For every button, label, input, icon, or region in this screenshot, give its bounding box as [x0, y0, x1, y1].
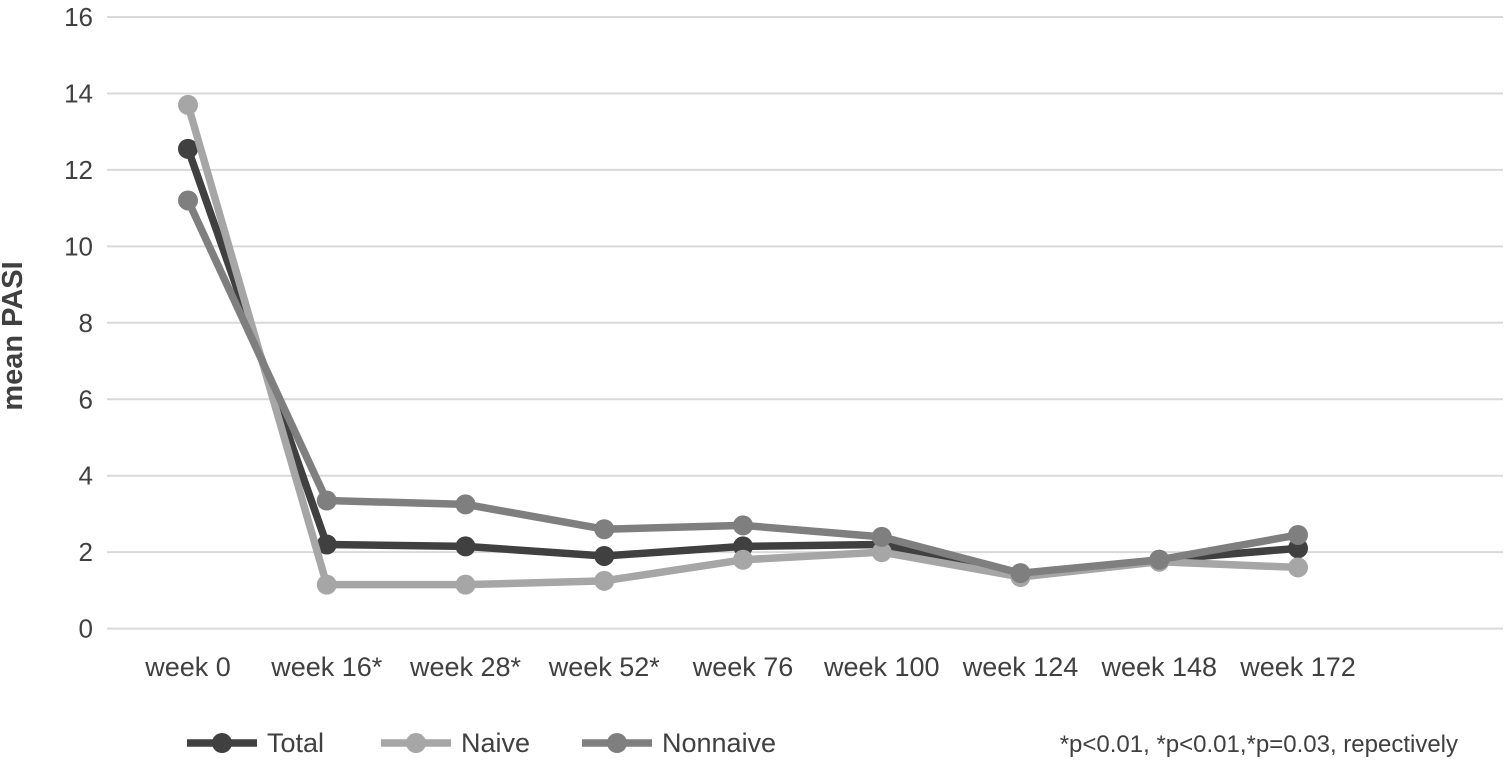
- x-axis-label: week 52*: [548, 652, 661, 682]
- data-point-total: [178, 138, 198, 159]
- legend-item-total: Total: [187, 728, 324, 758]
- data-point-naive: [1288, 557, 1308, 578]
- x-axis-label: week 124: [962, 652, 1079, 682]
- data-point-total: [316, 534, 337, 555]
- x-axis-label: week 148: [1100, 652, 1217, 682]
- data-point-nonnaive: [594, 519, 615, 540]
- data-point-nonnaive: [1010, 563, 1031, 584]
- y-tick-label: 16: [64, 2, 93, 32]
- y-tick-label: 8: [79, 308, 93, 338]
- legend-label: Nonnaive: [662, 728, 776, 758]
- legend-marker-dot: [607, 733, 627, 753]
- x-axis-label: week 16*: [270, 652, 383, 682]
- x-axis-label: week 100: [823, 652, 940, 682]
- legend-item-nonnaive: Nonnaive: [582, 728, 776, 758]
- data-point-nonnaive: [1149, 549, 1170, 570]
- data-point-naive: [316, 574, 337, 595]
- data-point-nonnaive: [1288, 524, 1308, 545]
- data-point-nonnaive: [316, 490, 337, 511]
- y-tick-label: 2: [79, 537, 93, 567]
- legend-label: Total: [267, 728, 324, 758]
- legend: Total Naive Nonnaive: [187, 728, 776, 758]
- data-point-naive: [594, 570, 615, 591]
- legend-marker-dot: [406, 733, 426, 753]
- y-tick-label: 0: [79, 614, 93, 644]
- y-tick-label: 12: [64, 155, 93, 185]
- data-point-nonnaive: [871, 526, 892, 547]
- x-axis-label: week 28*: [409, 652, 522, 682]
- x-axis-label: week 172: [1239, 652, 1356, 682]
- x-axis-label: week 0: [144, 652, 231, 682]
- data-point-naive: [455, 574, 476, 595]
- data-point-naive: [733, 549, 753, 570]
- series-line-total: [184, 145, 1302, 579]
- x-axis-label: week 76: [692, 652, 794, 682]
- y-tick-label: 6: [79, 384, 93, 414]
- legend-item-naive: Naive: [381, 728, 530, 758]
- y-axis-title: mean PASI: [0, 261, 29, 410]
- y-axis-tick-labels: 16 14 12 10 8 6 4 2 0: [64, 2, 93, 644]
- significance-note: *p<0.01, *p<0.01,*p=0.03, repectively: [1060, 731, 1458, 758]
- y-tick-label: 4: [79, 461, 93, 491]
- series-lines: [178, 94, 1308, 595]
- legend-label: Naive: [461, 728, 530, 758]
- y-tick-label: 10: [64, 231, 93, 261]
- legend-marker-dot: [212, 733, 232, 753]
- data-point-total: [594, 545, 615, 566]
- y-tick-label: 14: [64, 78, 93, 108]
- series-line-naive: [184, 101, 1302, 589]
- data-point-nonnaive: [455, 494, 476, 515]
- data-point-nonnaive: [733, 515, 753, 536]
- data-point-naive: [871, 542, 892, 563]
- gridlines: [107, 16, 1503, 630]
- data-point-total: [455, 536, 476, 557]
- x-axis-labels: week 0 week 16* week 28* week 52* week 76 wee…: [144, 652, 1356, 682]
- data-point-nonnaive: [178, 190, 198, 211]
- data-point-naive: [178, 94, 198, 115]
